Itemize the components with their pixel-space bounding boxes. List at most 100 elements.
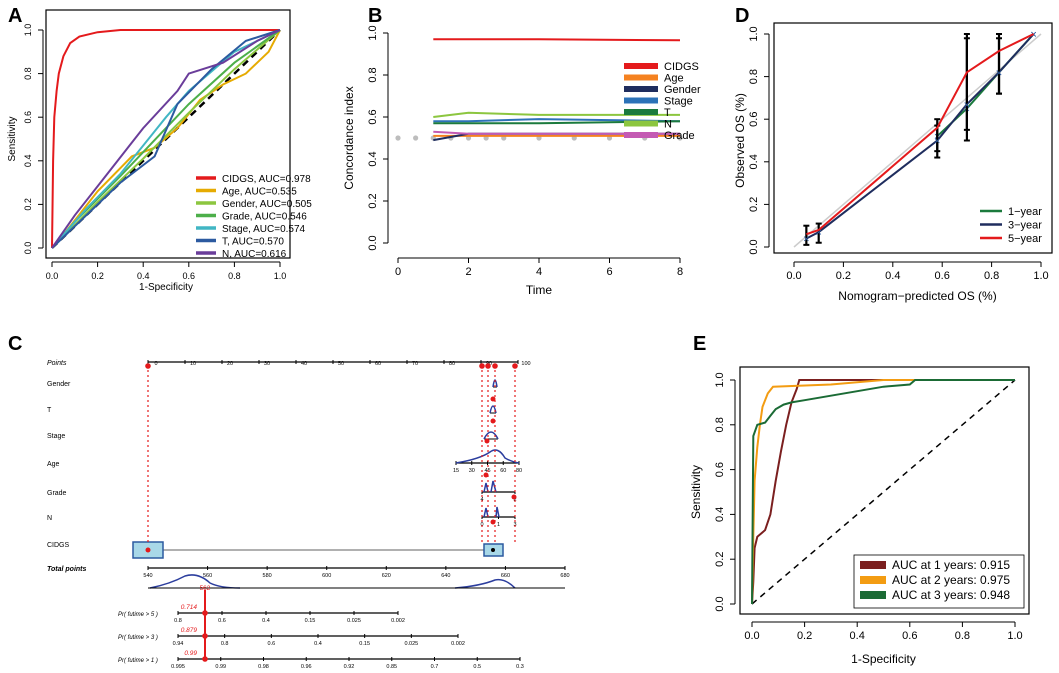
data-point-marker: × [996, 67, 1002, 79]
x-tick-label: 4 [536, 266, 542, 278]
x-tick-label: 0.2 [836, 270, 851, 282]
x-tick-label: 0.4 [885, 270, 900, 282]
data-point-marker: × [803, 233, 809, 245]
nomogram-tick-label: 40 [301, 361, 307, 367]
nomogram-tick-label: 0.99 [215, 664, 226, 670]
density-curve [483, 431, 499, 440]
legend-label: AUC at 3 years: 0.948 [892, 588, 1010, 602]
y-tick-label: 0.4 [23, 155, 33, 168]
x-tick-label: 0.4 [137, 271, 150, 281]
nomogram-tick-label: 60 [500, 468, 506, 474]
panel-letter: B [368, 5, 382, 27]
y-tick-label: 1.0 [23, 24, 33, 37]
nomogram-tick-label: 0.5 [473, 664, 481, 670]
nomogram-tick-label: 0.96 [301, 664, 312, 670]
nomogram-tick-label: 600 [322, 573, 331, 579]
nomogram-tick-label: 0.4 [314, 641, 322, 647]
y-tick-label: 1.0 [748, 26, 760, 41]
reference-point [413, 135, 419, 141]
nomogram-tick-label: 80 [516, 468, 522, 474]
y-tick-label: 0.0 [748, 239, 760, 254]
selected-value-point [511, 494, 517, 500]
probability-point [202, 656, 208, 662]
points-marker [492, 363, 498, 369]
y-axis-label: Sensitivity [7, 116, 18, 161]
nomogram-row-label: N [47, 515, 52, 522]
selected-value-point [483, 472, 489, 478]
nomogram-tick-label: 50 [338, 361, 344, 367]
panel-d: 0.0 0.2 0.4 0.6 0.8 1.0 0.0 0.2 0.4 0.6 0.8 1.0 Nomo… [733, 22, 1053, 303]
y-tick-label: 0.0 [367, 235, 379, 250]
y-tick-label: 0.6 [714, 462, 726, 477]
points-marker [485, 363, 491, 369]
nomogram-tick-label: 100 [521, 361, 530, 367]
nomogram-tick-label: 0.15 [359, 641, 370, 647]
data-point-marker: × [934, 136, 940, 148]
panel-letter: E [693, 333, 706, 355]
probability-marker: 0.714 [181, 604, 198, 611]
plot-frame [739, 366, 1030, 615]
y-tick-label: 0.6 [23, 111, 33, 124]
series-line [51, 29, 281, 249]
panel-c: Points0102030405060708090100GenderTStage… [47, 360, 570, 670]
y-tick-label: 0.2 [23, 198, 33, 211]
series-line [433, 38, 681, 42]
nomogram-tick-label: 1 [497, 522, 500, 528]
nomogram-row-label: Pr( futime > 3 ) [118, 635, 158, 641]
y-tick-label: 0.4 [714, 507, 726, 522]
data-point-marker: × [815, 227, 821, 239]
x-tick-label: 0.6 [902, 630, 917, 642]
cidgs-low-point [145, 547, 151, 553]
selected-value-point [490, 519, 496, 525]
legend-label: Grade, AUC=0.546 [222, 212, 307, 223]
nomogram-tick-label: 70 [412, 361, 418, 367]
nomogram-tick-label: 0.8 [174, 618, 182, 624]
nomogram-tick-label: 0.85 [386, 664, 397, 670]
nomogram-tick-label: 0.025 [404, 641, 418, 647]
series-line [751, 379, 1015, 605]
selected-value-point [490, 418, 496, 424]
cidgs-high-point [491, 548, 495, 552]
x-tick-label: 0.6 [935, 270, 950, 282]
y-tick-label: 1.0 [714, 372, 726, 387]
panel-letter: C [8, 333, 22, 355]
legend-label: T, AUC=0.570 [222, 237, 284, 248]
nomogram-tick-label: 30 [264, 361, 270, 367]
nomogram-row-label: Pr( futime > 5 ) [118, 612, 158, 618]
y-tick-label: 0.0 [714, 596, 726, 611]
nomogram-tick-label: 540 [143, 573, 152, 579]
nomogram-tick-label: 0.8 [221, 641, 229, 647]
legend-label: 5−year [1008, 233, 1042, 245]
y-tick-label: 0.6 [367, 109, 379, 124]
series-line [433, 118, 681, 123]
x-tick-label: 0.6 [183, 271, 196, 281]
nomogram-tick-label: 0.94 [173, 641, 184, 647]
x-axis-label: 1-Specificity [851, 652, 916, 666]
nomogram-row-label: Points [47, 360, 67, 367]
panel-e: 0.0 0.2 0.4 0.6 0.8 1.0 0.0 0.2 0.4 0.6 0.8 1.0 1-Sp… [689, 366, 1030, 666]
x-tick-label: 0.8 [984, 270, 999, 282]
y-tick-label: 0.4 [367, 151, 379, 166]
x-tick-label: 1.0 [1033, 270, 1048, 282]
panel-a: 0.0 0.2 0.4 0.6 0.8 1.0 0.0 0.2 0.4 0.6 0.8 1.0 1-Sp… [7, 9, 312, 293]
data-point-marker: × [964, 99, 970, 111]
plot-frame [773, 22, 1053, 254]
series-line [51, 29, 280, 249]
nomogram-tick-label: 0.98 [258, 664, 269, 670]
legend-label: Grade [664, 130, 695, 142]
y-tick-label: 0.4 [748, 154, 760, 169]
series-line [433, 130, 680, 135]
y-axis-label: Sensitivity [689, 465, 703, 519]
legend-label: Age, AUC=0.535 [222, 187, 297, 198]
y-tick-label: 0.8 [714, 417, 726, 432]
panel-letter: A [8, 5, 22, 27]
nomogram-tick-label: 60 [375, 361, 381, 367]
x-axis-label: Nomogram−predicted OS (%) [838, 289, 996, 303]
nomogram-tick-label: 15 [453, 468, 459, 474]
series-line [433, 120, 681, 125]
nomogram-tick-label: 0.7 [431, 664, 439, 670]
legend-label: Gender, AUC=0.505 [222, 199, 312, 210]
x-tick-label: 2 [465, 266, 471, 278]
legend-label: AUC at 2 years: 0.975 [892, 573, 1010, 587]
